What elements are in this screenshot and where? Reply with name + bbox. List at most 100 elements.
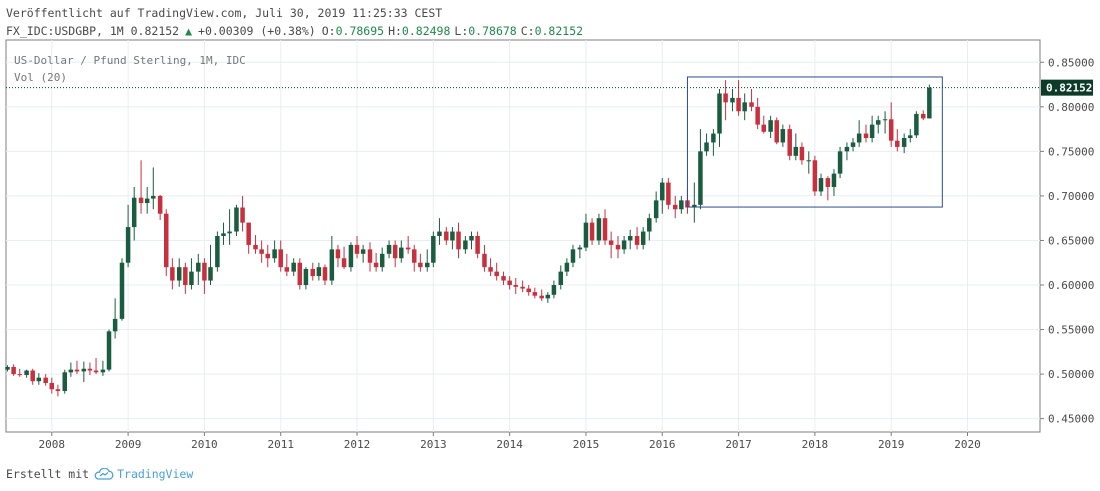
open-label: O:: [321, 24, 336, 38]
candle-up: [869, 124, 875, 138]
candle-down: [392, 244, 398, 259]
candle-up: [215, 236, 220, 268]
candle-up: [100, 369, 106, 373]
candle-up: [450, 231, 455, 241]
candle-up: [640, 231, 646, 245]
candles-group: [5, 80, 932, 397]
candle-down: [482, 253, 487, 268]
candle-down: [634, 236, 640, 245]
candle-up: [545, 294, 551, 299]
candle-up: [844, 146, 850, 152]
x-tick-label: 2014: [496, 438, 523, 451]
candle-up: [564, 262, 570, 272]
candle-up: [469, 236, 474, 241]
candle-down: [723, 93, 728, 103]
change-value: +0.00309 (+0.38%): [198, 24, 316, 38]
footer: Erstellt mit TradingView: [6, 467, 193, 481]
candle-down: [501, 276, 506, 281]
candle-up: [208, 267, 213, 281]
candle-up: [901, 138, 907, 147]
candle-up: [144, 198, 150, 204]
y-tick-label: 0.75000: [1048, 145, 1094, 158]
candle-down: [265, 253, 270, 259]
candle-up: [908, 135, 913, 138]
y-tick-label: 0.60000: [1048, 279, 1094, 292]
candle-down: [666, 182, 671, 205]
candle-down: [278, 249, 283, 268]
y-tick-label: 0.55000: [1048, 324, 1094, 337]
candle-down: [494, 271, 499, 277]
candle-down: [615, 244, 621, 250]
candle-down: [520, 286, 525, 289]
candle-down: [895, 140, 900, 147]
candle-up: [711, 133, 716, 143]
candle-down: [322, 267, 328, 281]
candle-up: [68, 369, 74, 373]
candle-up: [62, 372, 68, 392]
candle-up: [730, 97, 735, 103]
open-value: 0.78695: [335, 24, 385, 38]
published-line: Veröffentlicht auf TradingView.com, Juli…: [6, 6, 443, 20]
candle-up: [437, 231, 442, 236]
candle-up: [660, 182, 665, 201]
chart-legend: US-Dollar / Pfund Sterling, 1M, IDC Vol …: [14, 52, 246, 86]
x-tick-label: 2018: [802, 438, 829, 451]
candle-down: [164, 213, 169, 268]
candle-up: [227, 231, 232, 234]
candle-down: [608, 240, 614, 245]
candle-down: [736, 97, 741, 112]
candle-up: [831, 173, 837, 187]
candle-up: [742, 102, 747, 112]
candle-down: [513, 285, 519, 287]
candle-down: [253, 244, 258, 250]
candle-down: [526, 288, 531, 293]
candle-up: [850, 142, 856, 147]
candle-down: [507, 280, 512, 285]
candle-down: [55, 389, 61, 392]
chart-header: Veröffentlicht auf TradingView.com, Juli…: [6, 4, 587, 40]
candle-up: [577, 247, 583, 250]
candle-down: [589, 222, 595, 241]
candle-down: [672, 204, 678, 210]
x-tick-label: 2009: [115, 438, 142, 451]
high-label: H:: [388, 24, 402, 38]
tradingview-link[interactable]: TradingView: [94, 467, 193, 481]
candle-up: [316, 267, 322, 277]
candle-up: [379, 253, 385, 268]
candle-down: [284, 267, 290, 272]
candle-down: [539, 295, 544, 299]
candle-up: [882, 119, 888, 121]
candle-up: [81, 368, 87, 372]
candle-down: [774, 120, 779, 143]
candle-down: [755, 106, 760, 125]
candle-down: [93, 370, 99, 373]
candle-down: [373, 262, 379, 268]
candle-up: [679, 200, 684, 210]
candle-up: [806, 160, 812, 162]
candle-up: [119, 262, 125, 319]
candle-up: [125, 227, 131, 263]
candle-down: [367, 249, 373, 263]
candle-up: [221, 233, 226, 236]
change-up-icon: ▲: [185, 24, 193, 38]
series-title: US-Dollar / Pfund Sterling, 1M, IDC: [14, 54, 246, 67]
candle-down: [787, 129, 792, 156]
candle-down: [49, 383, 55, 390]
candle-down: [749, 102, 754, 107]
candle-down: [532, 292, 538, 296]
low-label: L:: [454, 24, 469, 38]
candle-up: [818, 178, 824, 192]
y-tick-label: 0.70000: [1048, 190, 1094, 203]
low-value: 0.78678: [468, 24, 517, 38]
candle-up: [151, 195, 156, 199]
candle-up: [424, 262, 430, 268]
volume-indicator[interactable]: Vol (20): [14, 71, 67, 84]
x-tick-label: 2010: [191, 438, 218, 451]
close-label: C:: [520, 24, 535, 38]
candle-up: [704, 142, 709, 152]
x-tick-label: 2016: [649, 438, 676, 451]
candle-up: [303, 268, 309, 285]
y-tick-label: 0.50000: [1048, 368, 1094, 381]
candle-up: [558, 271, 564, 285]
